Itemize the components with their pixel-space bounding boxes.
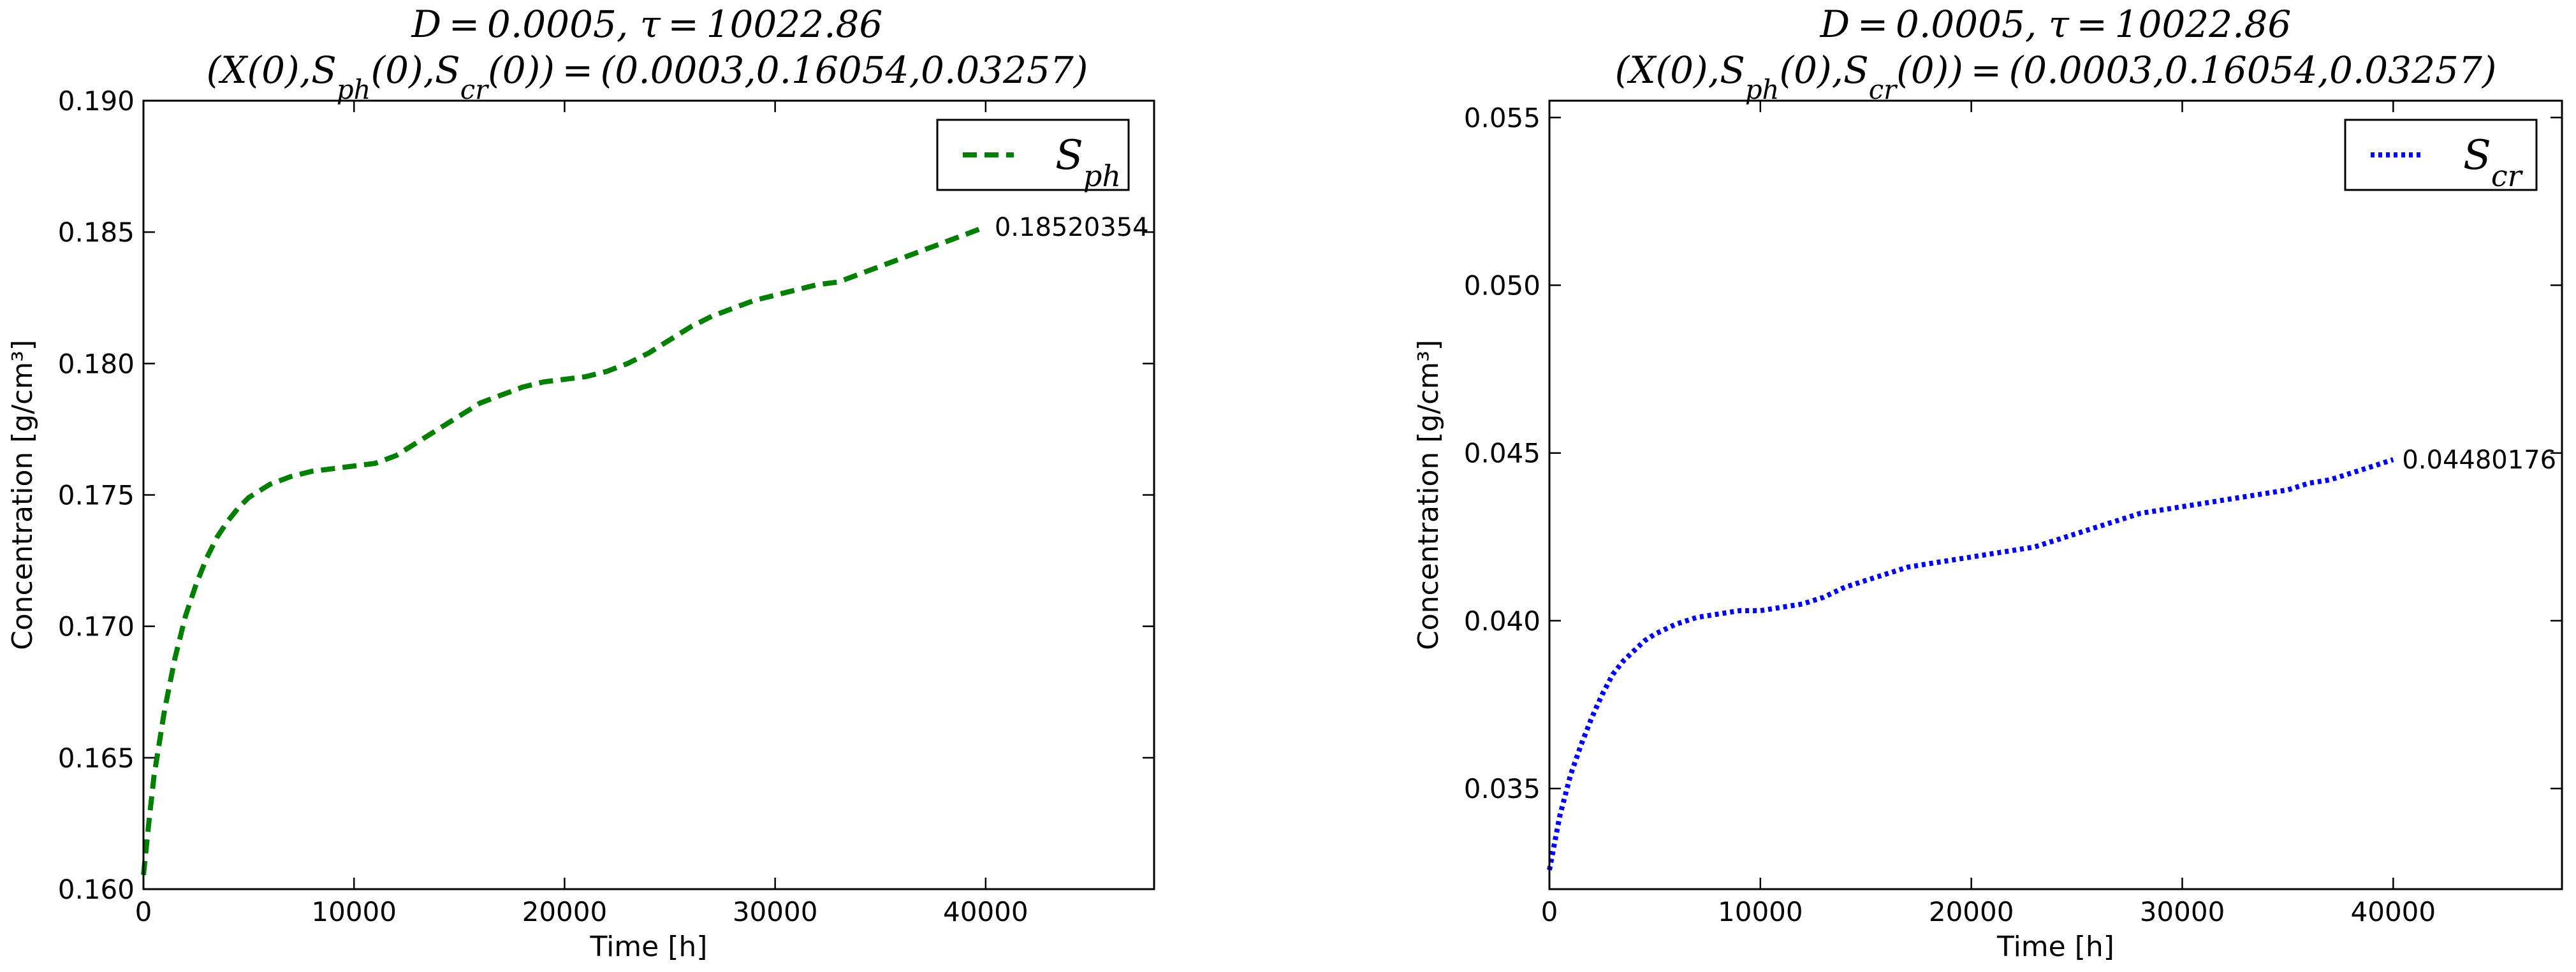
y-tick-label: 0.040 [1464,606,1540,637]
x-tick-label: 20000 [1929,896,2014,927]
x-tick-label: 30000 [2140,896,2225,927]
y-tick-label: 0.045 [1464,438,1540,469]
y-tick-label: 0.160 [58,874,135,905]
x-tick-label: 0 [135,896,152,927]
y-tick-label: 0.170 [58,611,135,642]
series-line-s-ph [141,224,987,876]
legend-box [2344,119,2538,191]
chart-subtitle: (X(0),Sph(0),Scr(0)) = (0.0003,0.16054,0… [207,48,1088,105]
x-tick-label: 20000 [522,896,608,927]
y-axis-label: Concentration [g/cm³] [1412,340,1445,650]
plot-area-frame [1548,99,2563,890]
x-tick-label: 10000 [311,896,397,927]
x-tick-label: 40000 [943,896,1028,927]
end-value-label: 0.18520354 [995,213,1149,242]
chart-panel-2: D = 0.0005, τ = 10022.86(X(0),Sph(0),Scr… [1412,3,2563,963]
y-tick-label: 0.185 [58,217,135,248]
y-tick-label: 0.055 [1464,102,1540,133]
y-tick-label: 0.180 [58,348,135,379]
x-tick-label: 0 [1541,896,1558,927]
legend-label: Scr [2463,132,2524,193]
x-axis-label: Time [h] [590,931,708,963]
chart-title: D = 0.0005, τ = 10022.86 [1820,3,2292,46]
chart-panel-1: D = 0.0005, τ = 10022.86(X(0),Sph(0),Scr… [6,3,1155,963]
y-tick-label: 0.165 [58,743,135,774]
x-tick-label: 10000 [1718,896,1803,927]
y-axis-label: Concentration [g/cm³] [6,340,39,650]
y-tick-label: 0.035 [1464,773,1540,804]
legend-label: Sph [1055,132,1121,193]
y-tick-label: 0.050 [1464,270,1540,301]
chart-title: D = 0.0005, τ = 10022.86 [411,3,883,46]
x-tick-label: 40000 [2351,896,2436,927]
y-tick-label: 0.175 [58,480,135,511]
y-tick-label: 0.190 [58,85,135,117]
chart-subtitle: (X(0),Sph(0),Scr(0)) = (0.0003,0.16054,0… [1615,48,2497,105]
x-tick-label: 30000 [733,896,818,927]
x-axis-label: Time [h] [1996,931,2114,963]
end-value-label: 0.04480176 [2402,446,2556,475]
series-line-s-cr [1547,457,2394,871]
